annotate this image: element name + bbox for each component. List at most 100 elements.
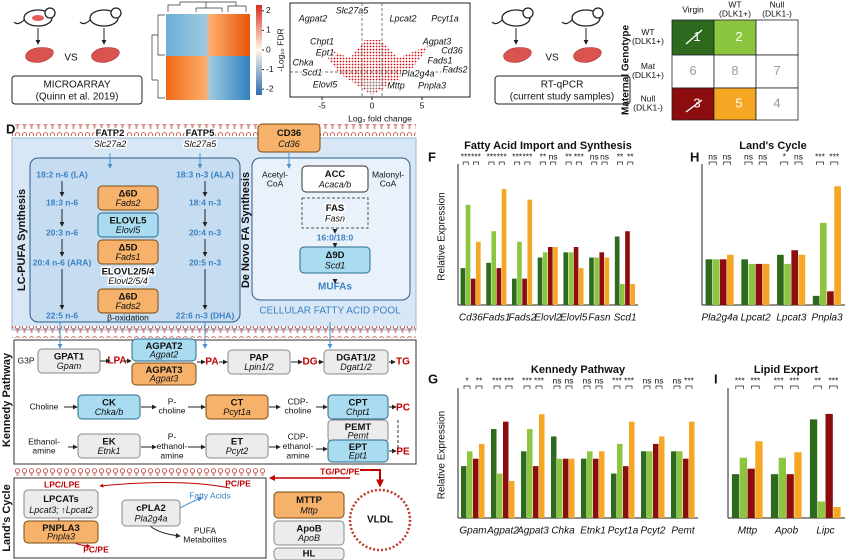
metabolite: P-choline [159,397,186,416]
liver-icon [503,47,532,63]
metabolite: CDP-choline [285,397,312,416]
enzyme-box [77,394,141,420]
metabolite: G3P [17,355,34,365]
enzyme-name: FAS [326,203,344,214]
gene-name: Fads2 [115,301,140,311]
x-tick-label: Etnk1 [580,526,606,537]
bar [604,257,610,305]
genotype-number: 7 [773,63,780,78]
significance-bracket [565,385,573,389]
significance-label: ** [540,151,547,161]
x-tick-label: Lpcat2 [741,313,771,324]
bar [593,458,599,518]
significance-bracket [830,161,839,165]
volcano-gene-label: Ept1 [316,47,335,57]
bar [465,204,471,305]
genotype-cell [755,54,799,89]
enzyme-name: Δ9D [326,250,345,261]
volcano-gene-label: Agpat2 [298,13,328,23]
x-tick-label: -5 [318,100,326,110]
significance-label: ns [643,375,652,385]
enzyme-name: CPT [349,397,368,408]
bar [557,458,563,518]
enzyme-box [97,288,159,314]
grid-row-header: Null (DLK1-) [633,94,663,113]
metabolite: PC/PE [225,478,251,488]
volcano-gene-label: Pcyt1a [431,13,459,23]
significance-bracket [685,385,693,389]
gene-name: Pla2g4a [134,514,167,524]
significance-bracket [498,161,505,165]
bar [563,252,569,305]
significance-bracket [565,161,572,165]
enzyme-box [121,499,181,527]
significance-bracket [575,161,582,165]
mouse-icon [561,7,604,27]
significance-bracket [617,161,623,165]
metabolite: LPC/LPE [44,479,80,489]
x-tick-label: Lipc [816,526,834,537]
enzyme-name: CK [102,397,116,408]
significance-label: ns [794,151,803,161]
fatty-acid: 18:2 n-6 (LA) [36,169,88,179]
significance-label: *** [534,375,545,385]
gene-name: Dgat1/2 [340,362,372,372]
significance-bracket [613,385,621,389]
significance-label: *** [612,375,623,385]
bar [537,257,543,305]
genotype-number: 6 [689,63,696,78]
significance-label: ** [565,151,572,161]
bar [491,231,497,305]
bar [630,283,635,305]
colorbar-tick-label: 0 [266,44,271,54]
volcano-gene-label: Cd36 [441,45,463,55]
significance-label: ns [744,151,753,161]
enzyme-name: AGPAT2 [145,341,182,352]
enzyme-name: EPT [349,442,368,453]
enzyme-name: LPCATs [43,494,79,505]
bar [620,283,625,305]
significance-label: *** [774,375,785,385]
bar [522,278,527,305]
significance-bracket [550,161,557,165]
bar [599,252,605,305]
grid-row-header: WT (DLK1+) [632,27,664,46]
significance-label: ns [758,151,767,161]
significance-label: *** [497,151,508,161]
bar [594,257,599,305]
enzyme-box [205,394,269,420]
significance-bracket [627,161,634,165]
x-tick-label: Pemt [671,526,696,537]
volcano-gene-label: Mttp [387,80,405,90]
bar [533,466,539,518]
gene-name: Ept1 [349,451,368,461]
gene-name: Agpat3 [149,374,179,384]
x-tick-label: Apob [774,526,799,537]
bar [578,268,584,305]
enzyme-box [23,520,99,544]
bar [798,254,806,305]
significance-bracket [780,161,789,165]
significance-label: ** [617,151,624,161]
gene-name: Acaca/b [318,180,352,190]
fatty-acid: 20:5 n-3 [189,257,221,267]
x-tick-label: Fads2 [508,313,536,324]
bar [653,443,659,518]
colorbar-tick-label: 1 [266,25,271,35]
volcano-y-label: -Log₁₀ FDR [275,28,285,71]
bar [677,451,683,518]
enzyme-box [77,433,141,459]
bar [705,259,713,305]
bar [501,189,507,305]
gene-name: Pcyt1a [223,407,251,417]
liver-icon [573,47,602,63]
fatty-acid: 20:4 n-3 [189,227,221,237]
enzyme-name: ACC [325,169,346,180]
genotype-number: 4 [773,95,780,110]
bar [825,413,833,518]
vs-label: VS [64,53,78,64]
bar [647,451,653,518]
arrow [685,99,703,113]
x-tick-label: Fasn [588,313,611,324]
bar [527,199,533,305]
